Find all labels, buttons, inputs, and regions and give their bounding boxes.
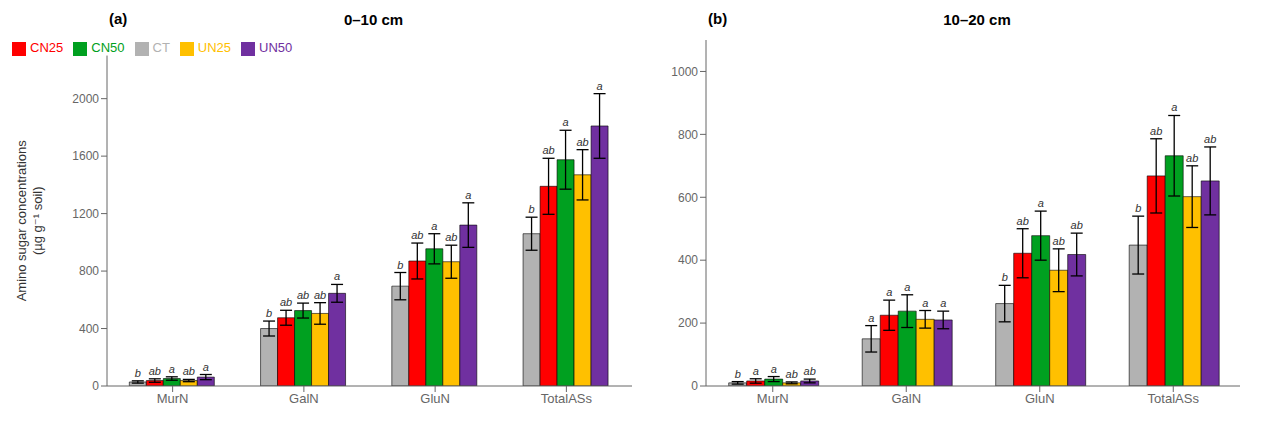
svg-text:ab: ab [183, 365, 195, 377]
svg-text:TotalASs: TotalASs [541, 391, 593, 406]
svg-text:ab: ab [314, 289, 326, 301]
svg-text:1000: 1000 [671, 65, 698, 79]
html-text:CN25: CN25 [30, 40, 64, 55]
html-text:(a): (a) [109, 10, 128, 27]
svg-text:ab: ab [1186, 152, 1198, 164]
html-text:10–20 cm: 10–20 cm [943, 11, 1011, 28]
svg-text:a: a [597, 80, 603, 92]
svg-text:a: a [940, 297, 946, 309]
svg-text:800: 800 [79, 264, 99, 278]
svg-text:200: 200 [678, 316, 698, 330]
svg-text:a: a [1171, 101, 1177, 113]
svg-text:b: b [1135, 202, 1141, 214]
svg-text:a: a [868, 312, 874, 324]
svg-text:ab: ab [445, 231, 457, 243]
svg-text:400: 400 [678, 253, 698, 267]
svg-text:TotalASs: TotalASs [1148, 391, 1200, 406]
svg-text:ab: ab [1204, 133, 1216, 145]
html-text:UN50: UN50 [259, 40, 293, 55]
svg-text:ab: ab [1071, 219, 1083, 231]
svg-text:a: a [431, 220, 437, 232]
svg-text:0: 0 [691, 379, 698, 393]
svg-text:a: a [169, 363, 175, 375]
svg-text:a: a [886, 286, 892, 298]
svg-text:ab: ab [411, 229, 423, 241]
svg-text:GalN: GalN [891, 391, 921, 406]
svg-text:a: a [771, 363, 777, 375]
svg-text:MurN: MurN [157, 391, 189, 406]
svg-text:ab: ab [149, 365, 161, 377]
html-text:CN50: CN50 [91, 40, 125, 55]
svg-text:a: a [465, 189, 471, 201]
svg-text:GluN: GluN [420, 391, 450, 406]
svg-text:1600: 1600 [72, 149, 99, 163]
svg-text:b: b [397, 259, 403, 271]
html-text:0–10 cm: 0–10 cm [343, 11, 404, 28]
svg-text:b: b [735, 368, 741, 380]
svg-text:GluN: GluN [1025, 391, 1055, 406]
svg-text:a: a [203, 361, 209, 373]
svg-text:ab: ab [1150, 125, 1162, 137]
svg-text:ab: ab [576, 136, 588, 148]
svg-text:GalN: GalN [289, 391, 319, 406]
svg-text:ab: ab [297, 289, 309, 301]
svg-text:a: a [1038, 197, 1044, 209]
svg-text:a: a [334, 270, 340, 282]
svg-text:ab: ab [542, 144, 554, 156]
html-text:(b): (b) [708, 10, 728, 27]
svg-text:b: b [1002, 271, 1008, 283]
svg-text:ab: ab [786, 368, 798, 380]
svg-text:800: 800 [678, 128, 698, 142]
svg-text:0: 0 [92, 379, 99, 393]
html-text:CT: CT [152, 40, 170, 55]
svg-text:b: b [266, 307, 272, 319]
svg-text:ab: ab [280, 296, 292, 308]
svg-text:2000: 2000 [72, 92, 99, 106]
svg-text:600: 600 [678, 191, 698, 205]
svg-text:b: b [529, 203, 535, 215]
svg-text:ab: ab [804, 365, 816, 377]
svg-text:ab: ab [1017, 215, 1029, 227]
svg-text:a: a [753, 365, 759, 377]
svg-text:ab: ab [1053, 235, 1065, 247]
svg-text:a: a [904, 281, 910, 293]
svg-text:a: a [922, 297, 928, 309]
svg-text:b: b [135, 367, 141, 379]
svg-text:MurN: MurN [757, 391, 789, 406]
svg-text:1200: 1200 [72, 207, 99, 221]
html-text:UN25: UN25 [197, 40, 232, 55]
svg-text:Amino sugar concentrations(µg: Amino sugar concentrations(µg g⁻¹ soil) [14, 140, 45, 302]
svg-text:a: a [563, 116, 569, 128]
svg-text:400: 400 [79, 322, 99, 336]
